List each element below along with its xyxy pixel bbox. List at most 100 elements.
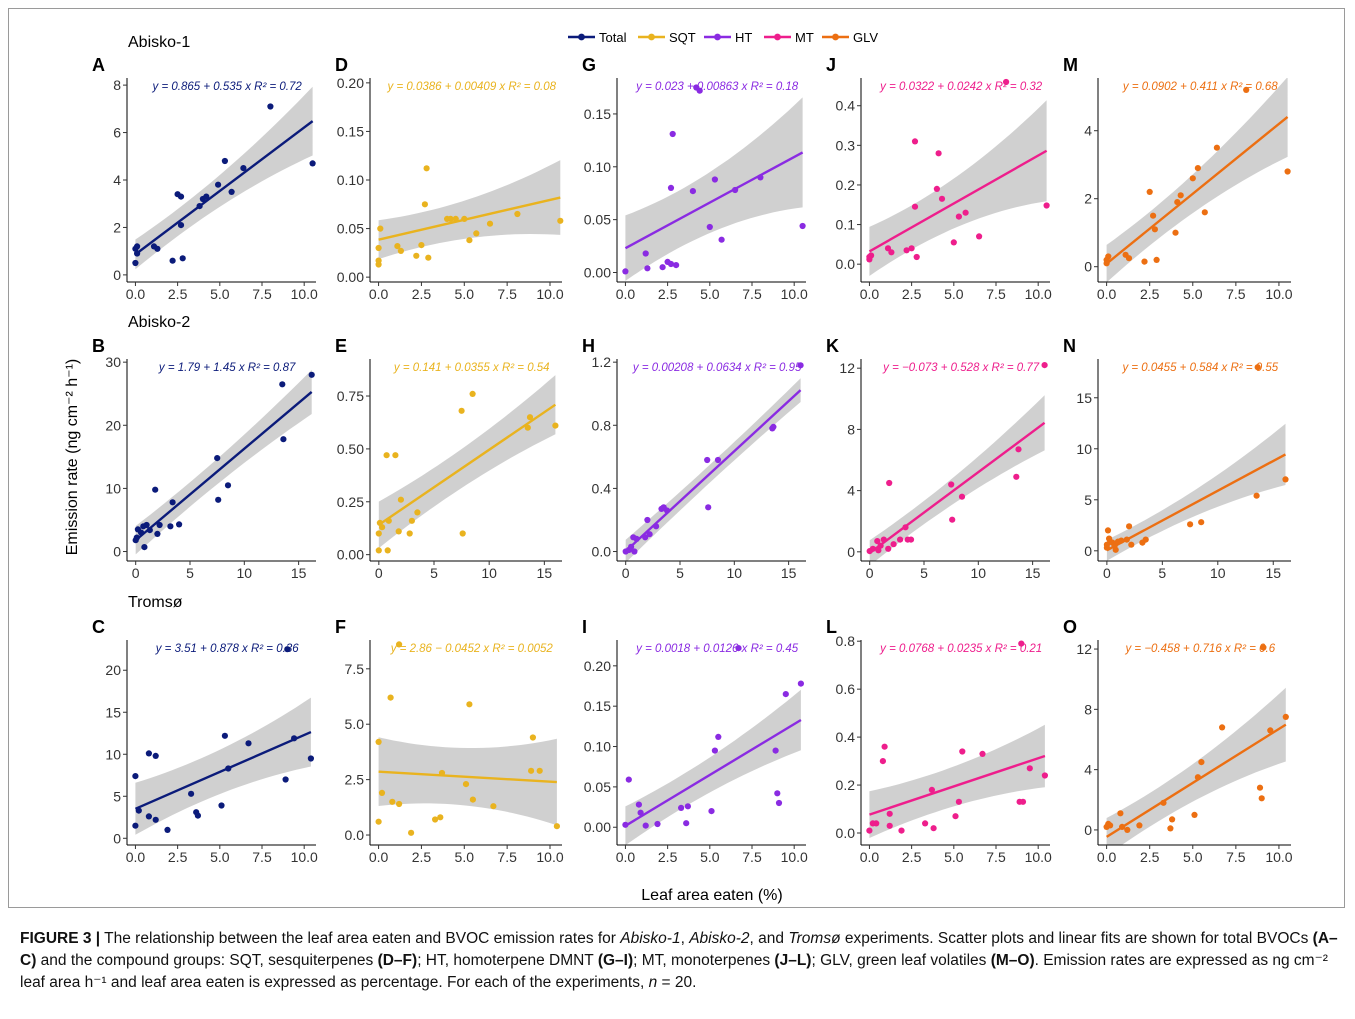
data-point	[1243, 86, 1250, 93]
y-tick-label: 0.1	[836, 217, 856, 233]
data-point	[881, 743, 888, 750]
data-point	[732, 186, 739, 194]
data-point	[282, 776, 289, 783]
y-tick-label: 12	[1076, 641, 1092, 657]
data-point	[452, 215, 459, 222]
x-tick-label: 10.0	[781, 849, 808, 865]
regression-equation: y = 2.86 − 0.0452 x R² = 0.0052	[390, 643, 554, 655]
y-tick-label: 0.8	[836, 633, 856, 649]
data-point	[164, 826, 171, 834]
x-tick-label: 15	[291, 565, 307, 581]
data-point	[1177, 192, 1184, 199]
data-point	[466, 237, 473, 244]
data-point	[1043, 202, 1050, 209]
panel-o: 0 4 8 12 0.0 2.5 5.0 7.5 10.0 Oy = −0.458 + 0.716…	[1063, 617, 1293, 865]
x-tick-label: 0.0	[1097, 286, 1117, 302]
data-point	[1128, 541, 1135, 548]
data-point	[459, 530, 466, 537]
confidence-band	[869, 724, 1045, 838]
confidence-band	[378, 737, 557, 826]
data-point	[413, 252, 420, 259]
panel-c: 0 5 10 15 20 0.0 2.5 5.0 7.5 10.0 Cy = 3.51 + 0.87…	[92, 617, 318, 865]
row-title-tromso: Tromsø	[128, 594, 183, 611]
regression-equation: y = −0.458 + 0.716 x R² = 0.6	[1124, 643, 1275, 655]
confidence-band	[625, 97, 803, 281]
fit-line	[624, 719, 802, 827]
data-point	[145, 750, 152, 757]
data-point	[438, 769, 446, 777]
y-tick-label: 0.05	[584, 212, 611, 228]
x-tick-label: 7.5	[252, 849, 272, 865]
data-point	[177, 222, 185, 229]
data-point	[1253, 492, 1260, 499]
data-point	[1117, 810, 1124, 817]
data-point	[132, 773, 139, 780]
caption-text: experiments. Scatter plots and linear fi…	[840, 930, 1313, 947]
data-point	[1194, 774, 1201, 781]
data-point	[1151, 226, 1158, 233]
y-tick-label: 0.10	[584, 159, 611, 175]
data-point	[279, 381, 286, 388]
data-point	[1187, 521, 1194, 528]
panel-l: 0.0 0.2 0.4 0.6 0.8 0.0 2.5 5.0 7.5 10.0 Ly = 0.07…	[826, 617, 1052, 865]
y-tick-label: 0.75	[337, 388, 364, 404]
y-tick-label: 10	[105, 480, 121, 496]
data-point	[228, 188, 235, 195]
data-point	[1169, 816, 1176, 823]
panel-letter: A	[92, 55, 105, 75]
data-point	[458, 407, 465, 414]
x-tick-label: 0	[375, 565, 383, 581]
data-point	[868, 252, 875, 259]
panel-letter: E	[335, 336, 347, 356]
data-point	[1118, 537, 1125, 544]
data-point	[933, 185, 941, 192]
confidence-band	[625, 689, 801, 845]
data-point	[280, 436, 287, 443]
data-point	[156, 521, 163, 529]
y-tick-label: 15	[105, 704, 121, 720]
caption-experiment: Abisko-2	[689, 930, 750, 947]
y-tick-label: 8	[847, 421, 855, 437]
data-point	[715, 733, 722, 741]
data-point	[203, 193, 210, 200]
data-point	[667, 260, 675, 268]
data-point	[383, 452, 390, 459]
data-point	[524, 424, 531, 431]
data-point	[1282, 713, 1289, 721]
legend-label: GLV	[853, 30, 878, 45]
data-point	[1189, 175, 1196, 182]
y-tick-label: 0	[847, 544, 855, 560]
data-point	[873, 820, 880, 827]
data-point	[143, 521, 150, 529]
data-point	[898, 827, 905, 834]
data-point	[179, 255, 186, 262]
x-tick-label: 0	[866, 565, 874, 581]
data-point	[669, 130, 676, 138]
data-point	[706, 223, 713, 231]
x-axis-label: Leaf area eaten (%)	[641, 887, 782, 904]
data-point	[673, 262, 680, 269]
data-point	[385, 517, 392, 524]
data-point	[958, 493, 966, 500]
data-point	[866, 827, 873, 834]
data-point	[167, 523, 174, 530]
data-point	[196, 203, 203, 210]
fit-line	[868, 421, 1046, 554]
regression-equation: y = 0.023 + 0.00863 x R² = 0.18	[635, 81, 799, 93]
data-point	[1213, 144, 1220, 151]
regression-equation: y = −0.073 + 0.528 x R² = 0.77	[882, 362, 1040, 374]
y-tick-label: 6	[113, 125, 121, 141]
data-point	[1019, 798, 1027, 805]
x-tick-label: 10.0	[1265, 849, 1292, 865]
data-point	[132, 822, 139, 829]
data-point	[1003, 78, 1010, 86]
data-point	[1201, 209, 1208, 216]
data-point	[659, 264, 666, 271]
data-point	[421, 201, 428, 208]
panel-letter: D	[335, 55, 348, 75]
x-tick-label: 10.0	[536, 849, 563, 865]
y-tick-label: 2	[1084, 191, 1092, 207]
y-tick-label: 10	[1076, 441, 1092, 457]
x-tick-label: 5.0	[455, 849, 475, 865]
caption-text: ; GLV, green leaf volatiles	[811, 952, 991, 969]
